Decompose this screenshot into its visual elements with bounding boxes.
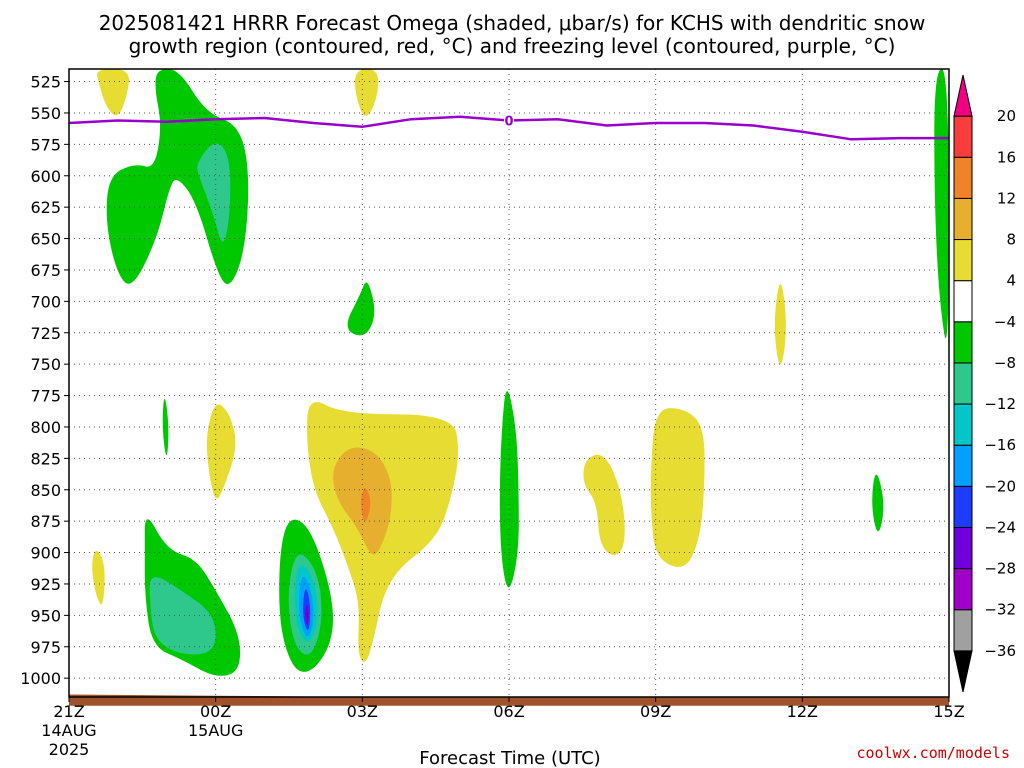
y-tick-label-1000: 1000 [20, 669, 61, 688]
colorbar-bin--12-to--8 [953, 362, 973, 405]
omega-region-4 [347, 282, 375, 336]
omega-region-13 [583, 454, 625, 556]
colorbar-bin--28-to--24 [953, 526, 973, 570]
colorbar-label-20: 20 [997, 107, 1016, 125]
y-axis-pressure: 525 550 575 600 625 650 675 700 725 750 775 800 825 8… [20, 73, 69, 688]
x-tick-label-21Z: 21Z [53, 702, 84, 721]
y-tick-label-975: 975 [30, 638, 61, 657]
y-tick-label-650: 650 [30, 230, 61, 249]
colorbar-bin--36-to--32 [953, 609, 973, 652]
x-tick-date-00Z: 15AUG [188, 721, 243, 740]
omega-region-6 [774, 284, 786, 365]
colorbar-bin--16-to--12 [953, 403, 973, 446]
omega-region-18 [149, 577, 216, 655]
y-tick-label-775: 775 [30, 387, 61, 406]
colorbar-bin-4-to-8 [953, 239, 973, 282]
y-tick-label-875: 875 [30, 512, 61, 531]
colorbar-label--32: −32 [984, 601, 1016, 619]
colorbar-bin--32-to--28 [953, 568, 973, 611]
colorbar-label--24: −24 [984, 518, 1016, 536]
y-tick-label-900: 900 [30, 544, 61, 563]
chart-title-line2: growth region (contoured, red, °C) and f… [129, 34, 896, 58]
colorbar-bin--40-to--36 [953, 650, 973, 693]
colorbar-label-8: 8 [1006, 231, 1016, 249]
y-tick-label-950: 950 [30, 606, 61, 625]
colorbar-bin--8-to--4 [953, 321, 973, 364]
x-tick-label-00Z: 00Z [200, 702, 231, 721]
colorbar-label--12: −12 [984, 395, 1016, 413]
y-tick-label-525: 525 [30, 73, 61, 92]
y-tick-label-750: 750 [30, 355, 61, 374]
omega-region-1 [355, 69, 379, 116]
omega-region-7 [162, 398, 169, 456]
omega-region-14 [650, 408, 705, 567]
y-tick-label-800: 800 [30, 418, 61, 437]
y-tick-label-600: 600 [30, 167, 61, 186]
colorbar-bin-20-to-24 [953, 74, 973, 117]
x-tick-label-09Z: 09Z [640, 702, 671, 721]
x-axis-label: Forecast Time (UTC) [419, 748, 600, 768]
y-tick-label-550: 550 [30, 104, 61, 123]
y-tick-label-925: 925 [30, 575, 61, 594]
x-tick-label-03Z: 03Z [347, 702, 378, 721]
omega-region-2 [106, 69, 249, 285]
x-tick-label-12Z: 12Z [787, 702, 818, 721]
colorbar: −36 −32 −28 −24 −20 −16 −12 −8 −4 4 8 12 16 20 [953, 74, 1016, 693]
colorbar-bin-16-to-20 [953, 115, 973, 158]
y-tick-label-675: 675 [30, 261, 61, 280]
colorbar-bin--4-to-4 [953, 280, 973, 323]
x-tick-year-21Z: 2025 [49, 740, 90, 759]
colorbar-bin-8-to-12 [953, 197, 973, 241]
colorbar-label--4: −4 [994, 313, 1016, 331]
y-tick-label-850: 850 [30, 481, 61, 500]
colorbar-label--20: −20 [984, 477, 1016, 495]
colorbar-label--28: −28 [984, 560, 1016, 578]
y-tick-label-725: 725 [30, 324, 61, 343]
omega-shading [92, 69, 949, 676]
colorbar-label-4: 4 [1006, 272, 1016, 290]
omega-region-11 [361, 488, 371, 522]
omega-region-15 [872, 474, 884, 532]
colorbar-label--8: −8 [994, 354, 1016, 372]
colorbar-bin-12-to-16 [953, 156, 973, 199]
y-tick-label-825: 825 [30, 449, 61, 468]
freezing-label-bg [504, 112, 514, 129]
y-tick-label-625: 625 [30, 198, 61, 217]
credit-text: coolwx.com/models [856, 744, 1010, 762]
omega-region-0 [97, 69, 129, 116]
omega-region-5 [934, 69, 949, 339]
colorbar-bin--20-to--16 [953, 444, 973, 487]
colorbar-label--36: −36 [984, 642, 1016, 660]
omega-region-3 [197, 143, 231, 242]
x-tick-date-21Z: 14AUG [41, 721, 96, 740]
colorbar-label--16: −16 [984, 436, 1016, 454]
colorbar-label-12: 12 [997, 189, 1016, 207]
chart-title-line1: 2025081421 HRRR Forecast Omega (shaded, … [99, 11, 926, 35]
x-tick-label-15Z: 15Z [933, 702, 964, 721]
colorbar-bin--24-to--20 [953, 485, 973, 528]
y-tick-label-700: 700 [30, 292, 61, 311]
omega-region-24 [305, 604, 309, 625]
omega-region-16 [92, 551, 105, 605]
x-tick-label-06Z: 06Z [493, 702, 524, 721]
freezing-level-label: 0 [504, 114, 513, 129]
colorbar-label-16: 16 [997, 148, 1016, 166]
freezing-level-contour: 0 [68, 112, 949, 141]
y-tick-label-575: 575 [30, 135, 61, 154]
omega-region-8 [206, 404, 236, 499]
